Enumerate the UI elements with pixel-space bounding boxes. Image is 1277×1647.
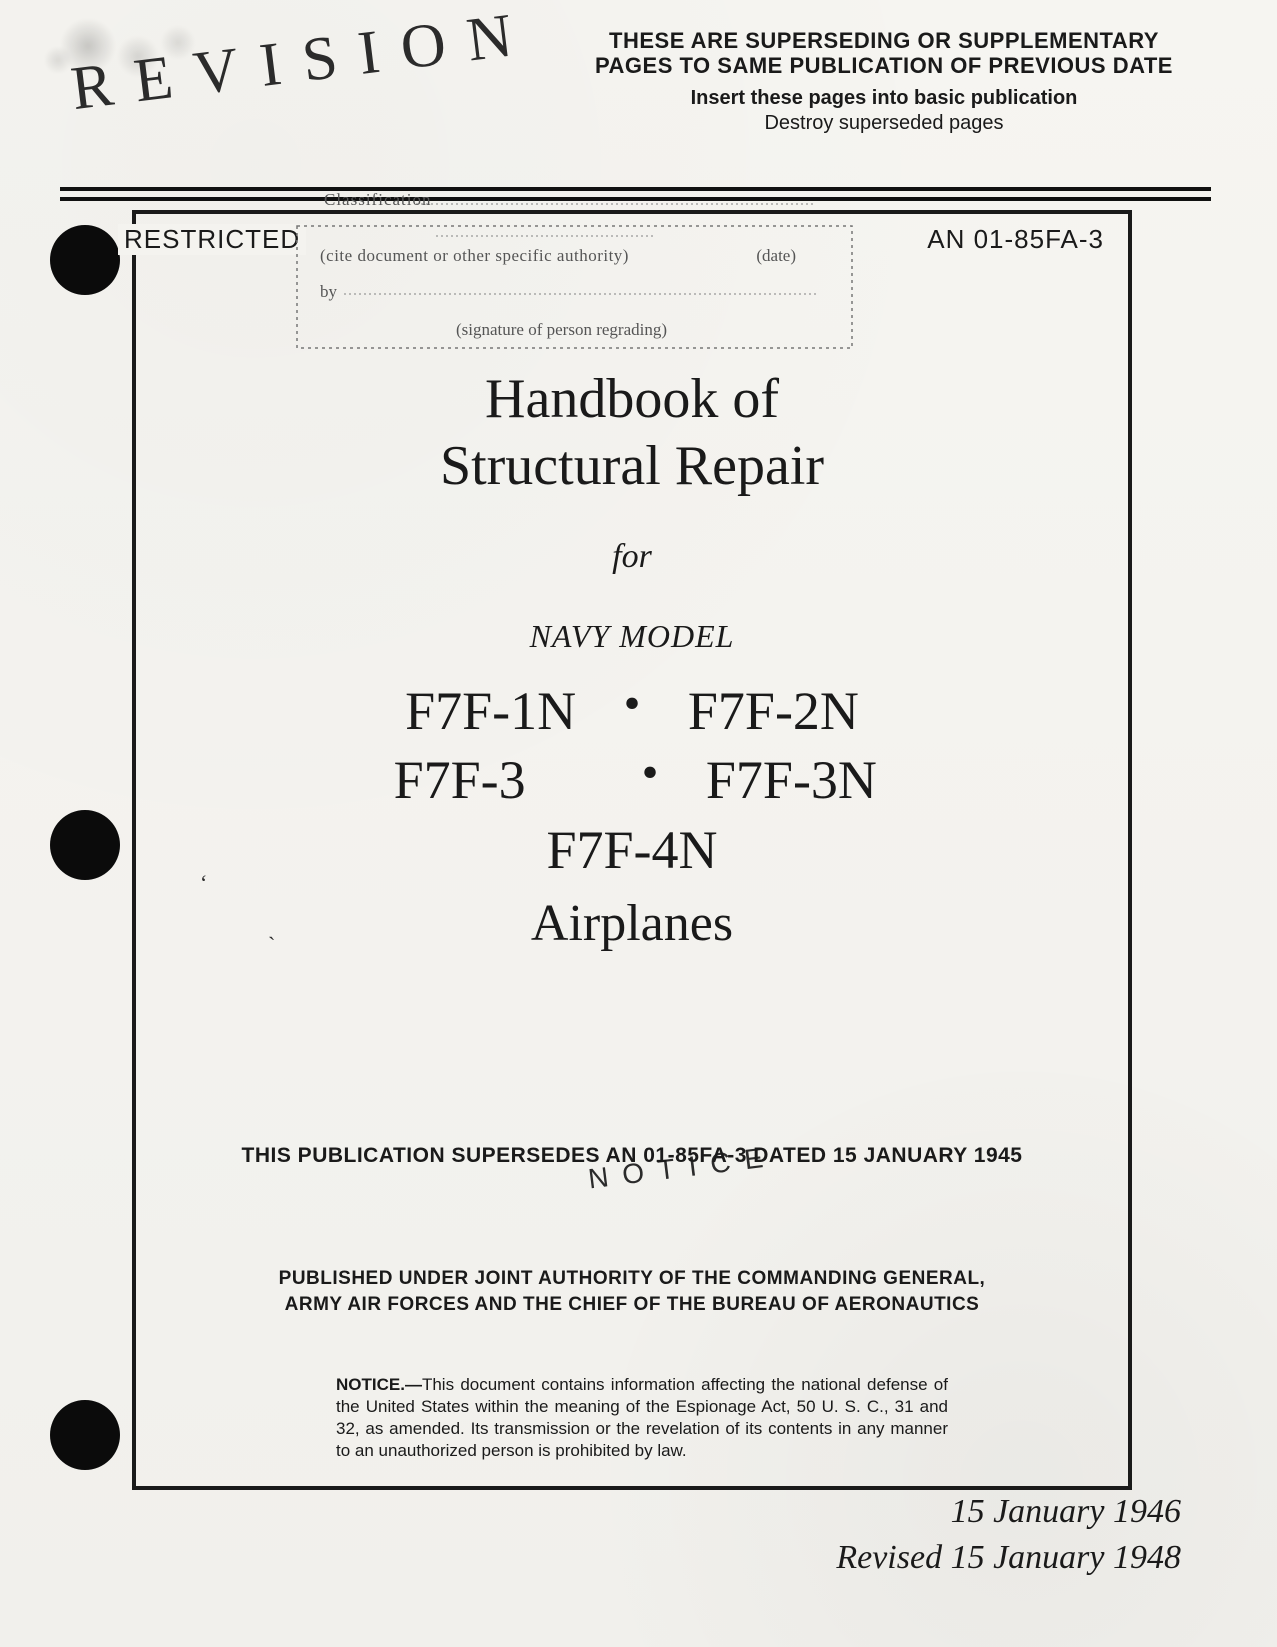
title-line1: Handbook of [136, 366, 1128, 433]
stamp-revision: REVISION [68, 2, 537, 120]
regrade-line-by: by [320, 282, 337, 302]
notice-label: NOTICE.— [336, 1375, 422, 1394]
title-for: for [136, 538, 1128, 576]
espionage-notice: NOTICE.—This document contains informati… [336, 1374, 948, 1462]
notice-body: This document contains information affec… [336, 1375, 948, 1460]
header-line2: Insert these pages into basic publicatio… [579, 87, 1189, 110]
model-f7f-3: F7F-3 [358, 746, 624, 815]
model-list: F7F-1N • F7F-2N F7F-3 • F7F-3N F7F-4N Ai… [136, 677, 1128, 957]
model-f7f-2n: F7F-2N [658, 677, 888, 746]
bullet-icon: • [642, 742, 659, 811]
page: ‘ ` REVISION NOTICE THESE ARE SUPERSEDIN… [0, 0, 1277, 1647]
model-f7f-4n: F7F-4N [546, 816, 717, 885]
punch-hole [50, 225, 120, 295]
title-line2: Structural Repair [136, 433, 1128, 500]
date-issued: 15 January 1946 [836, 1489, 1181, 1535]
revision-stamp: REVISION NOTICE [68, 2, 537, 120]
title-airplanes: Airplanes [136, 891, 1128, 958]
corner-smudge [28, 18, 228, 88]
model-f7f-3n: F7F-3N [676, 746, 906, 815]
regrade-stamp-box: Classification (cite document or other s… [296, 186, 856, 356]
header-supersede-block: THESE ARE SUPERSEDING OR SUPPLEMENTARY P… [579, 28, 1189, 135]
header-line3: Destroy superseded pages [579, 112, 1189, 135]
punch-hole [50, 1400, 120, 1470]
regrade-line-signature: (signature of person regrading) [456, 320, 667, 340]
date-block: 15 January 1946 Revised 15 January 1948 [836, 1489, 1181, 1581]
document-number: AN 01-85FA-3 [927, 224, 1104, 255]
regrade-line-cite: (cite document or other specific authori… [320, 246, 629, 266]
authority-line: PUBLISHED UNDER JOINT AUTHORITY OF THE C… [256, 1266, 1008, 1317]
header-line1: THESE ARE SUPERSEDING OR SUPPLEMENTARY P… [579, 28, 1189, 79]
regrade-line-classification: Classification [324, 190, 431, 210]
regrade-line-date: (date) [756, 246, 796, 266]
classification-restricted: RESTRICTED [118, 224, 306, 255]
punch-hole [50, 810, 120, 880]
title-navy-model: NAVY MODEL [136, 618, 1128, 655]
supersedes-line: THIS PUBLICATION SUPERSEDES AN 01-85FA-3… [136, 1144, 1128, 1168]
bullet-icon: • [624, 673, 641, 742]
title-block: Handbook of Structural Repair for NAVY M… [136, 366, 1128, 957]
date-revised: Revised 15 January 1948 [836, 1535, 1181, 1581]
model-f7f-1n: F7F-1N [376, 677, 606, 746]
title-frame: RESTRICTED AN 01-85FA-3 Classification (… [132, 210, 1132, 1490]
